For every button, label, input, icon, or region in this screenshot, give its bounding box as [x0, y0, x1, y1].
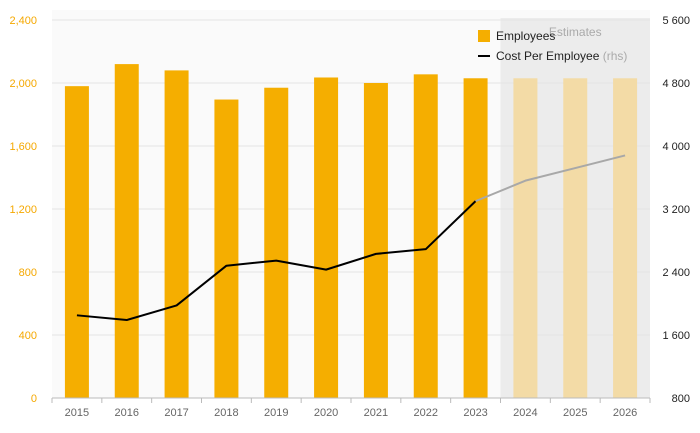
y-right-tick-label: 4 000	[662, 141, 690, 153]
bar-2019	[264, 87, 289, 398]
y-right-tick-label: 3 200	[662, 204, 690, 216]
x-tick-label: 2026	[613, 407, 637, 419]
y-left-tick-label: 2,400	[9, 15, 37, 27]
y-left-tick-label: 1,600	[9, 141, 37, 153]
legend-label-employees: Employees	[496, 29, 555, 43]
y-left-tick-label: 400	[19, 330, 37, 342]
bar-2020	[314, 77, 339, 399]
axes: 0 400 800 1,200 1,600 2,000 2,400 800 1 600 2 400…	[9, 15, 690, 419]
bar-2015	[64, 86, 89, 399]
bar-2021	[363, 83, 388, 398]
x-tick-label: 2019	[264, 407, 288, 419]
line-cost-per-employee-estimate	[475, 154, 626, 203]
bar-2018	[214, 99, 239, 398]
bar-2024	[513, 78, 538, 399]
legend-label-cost-per-employee: Cost Per Employee (rhs)	[496, 49, 627, 63]
bar-2022	[413, 74, 438, 399]
x-tick-label: 2023	[463, 407, 487, 419]
bar-series	[64, 64, 638, 399]
y-right-tick-label: 1 600	[662, 330, 690, 342]
line-cost-per-employee	[76, 200, 477, 322]
y-left-tick-label: 0	[31, 393, 37, 405]
x-tick-label: 2022	[414, 407, 438, 419]
bar-2017	[164, 70, 189, 399]
bar-2023	[463, 78, 488, 399]
x-tick-label: 2017	[164, 407, 188, 419]
y-left-tick-label: 800	[19, 267, 37, 279]
y-right-tick-label: 800	[672, 393, 690, 405]
legend-label-cost-text: Cost Per Employee	[496, 49, 600, 63]
y-left-tick-label: 2,000	[9, 78, 37, 90]
legend-swatch-employees	[478, 30, 490, 42]
y-right-tick-label: 2 400	[662, 267, 690, 279]
legend: Employees Cost Per Employee (rhs)	[478, 29, 627, 63]
estimate-label: Estimates	[549, 25, 602, 39]
gridlines	[52, 19, 650, 336]
x-tick-label: 2025	[563, 407, 587, 419]
y-left-tick-label: 1,200	[9, 204, 37, 216]
bar-2016	[114, 64, 139, 398]
y-right-tick-label: 4 800	[662, 78, 690, 90]
bar-2025	[563, 78, 588, 399]
y-right-tick-label: 5 600	[662, 15, 690, 27]
x-tick-label: 2020	[314, 407, 338, 419]
x-tick-label: 2021	[364, 407, 388, 419]
x-tick-label: 2018	[214, 407, 238, 419]
x-tick-label: 2016	[115, 407, 139, 419]
x-tick-label: 2015	[65, 407, 89, 419]
line-series	[76, 154, 626, 322]
x-tick-label: 2024	[513, 407, 537, 419]
legend-label-rhs: (rhs)	[603, 49, 628, 63]
bar-2026	[613, 78, 638, 399]
